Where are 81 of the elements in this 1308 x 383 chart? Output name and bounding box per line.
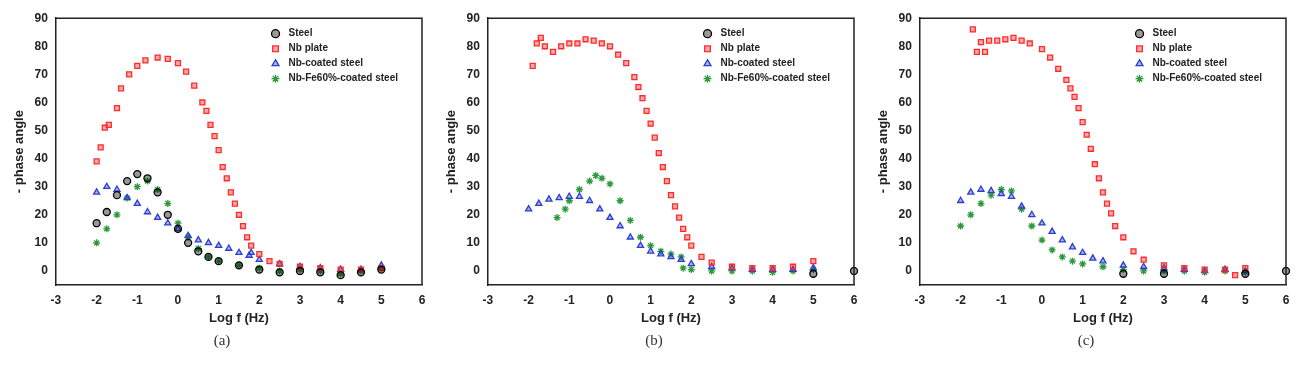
x-tick-label: 0 <box>174 292 182 307</box>
y-tick-label: 10 <box>898 235 913 250</box>
y-tick-label: 0 <box>905 263 913 278</box>
legend-label: Nb-coated steel <box>288 57 364 69</box>
y-tick-label: 30 <box>466 179 481 194</box>
x-tick-label: -2 <box>91 292 103 307</box>
y-tick-label: 10 <box>34 235 49 250</box>
legend-label: Nb-coated steel <box>720 57 796 69</box>
x-axis-title: Log f (Hz) <box>641 309 701 325</box>
legend-label: Nb plate <box>288 42 329 54</box>
y-tick-label: 40 <box>898 150 913 165</box>
y-tick-label: 60 <box>898 94 913 109</box>
y-tick-label: 0 <box>41 263 49 278</box>
x-tick-label: 1 <box>1079 292 1087 307</box>
x-tick-label: 3 <box>728 292 736 307</box>
y-tick-label: 50 <box>34 122 49 137</box>
x-tick-label: 3 <box>296 292 304 307</box>
y-tick-label: 10 <box>466 235 481 250</box>
x-tick-label: 4 <box>337 292 345 307</box>
legend-label: Nb-Fe60%-coated steel <box>288 72 399 84</box>
x-tick-label: -2 <box>955 292 967 307</box>
legend-label: Nb plate <box>1152 42 1193 54</box>
legend-label: Steel <box>720 27 745 39</box>
x-tick-label: 2 <box>255 292 263 307</box>
x-tick-label: 5 <box>377 292 385 307</box>
x-tick-label: 6 <box>418 292 426 307</box>
x-tick-label: 4 <box>769 292 777 307</box>
y-tick-label: 80 <box>34 38 49 53</box>
y-tick-label: 90 <box>34 10 49 25</box>
x-tick-label: 5 <box>809 292 817 307</box>
legend-label: Nb-Fe60%-coated steel <box>1152 72 1263 84</box>
y-tick-label: 80 <box>898 38 913 53</box>
x-tick-label: -1 <box>131 292 143 307</box>
legend-label: Steel <box>1152 27 1177 39</box>
x-tick-label: 6 <box>1282 292 1290 307</box>
y-tick-label: 70 <box>898 66 913 81</box>
y-tick-label: 40 <box>466 150 481 165</box>
x-tick-label: 1 <box>215 292 223 307</box>
y-tick-label: 70 <box>466 66 481 81</box>
x-tick-label: -3 <box>482 292 494 307</box>
x-axis-title: Log f (Hz) <box>1073 309 1133 325</box>
y-axis-title: - phase angle <box>443 110 459 194</box>
y-tick-label: 20 <box>34 207 49 222</box>
x-tick-label: -3 <box>50 292 62 307</box>
x-tick-label: -1 <box>995 292 1007 307</box>
x-tick-label: 5 <box>1241 292 1249 307</box>
legend-label: Nb-coated steel <box>1152 57 1228 69</box>
text: (a) <box>213 332 231 349</box>
y-tick-label: 20 <box>466 207 481 222</box>
y-tick-label: 90 <box>466 10 481 25</box>
x-tick-label: 4 <box>1201 292 1209 307</box>
legend-label: Nb plate <box>720 42 761 54</box>
y-tick-label: 30 <box>34 179 49 194</box>
y-axis-title: - phase angle <box>875 110 891 194</box>
legend-label: Steel <box>288 27 313 39</box>
x-tick-label: -2 <box>523 292 535 307</box>
x-tick-label: 1 <box>647 292 655 307</box>
x-tick-label: 2 <box>1119 292 1127 307</box>
x-tick-label: 3 <box>1160 292 1168 307</box>
x-tick-label: 0 <box>1038 292 1046 307</box>
y-tick-label: 90 <box>898 10 913 25</box>
y-tick-label: 0 <box>473 263 481 278</box>
y-tick-label: 60 <box>34 94 49 109</box>
x-tick-label: 0 <box>606 292 614 307</box>
x-tick-label: 6 <box>850 292 858 307</box>
x-tick-label: 2 <box>687 292 695 307</box>
y-tick-label: 50 <box>898 122 913 137</box>
y-tick-label: 20 <box>898 207 913 222</box>
y-axis-title: - phase angle <box>11 110 27 194</box>
y-tick-label: 70 <box>34 66 49 81</box>
y-tick-label: 80 <box>466 38 481 53</box>
legend-label: Nb-Fe60%-coated steel <box>720 72 831 84</box>
y-tick-label: 30 <box>898 179 913 194</box>
text: (c) <box>1077 332 1095 349</box>
y-tick-label: 40 <box>34 150 49 165</box>
x-axis-title: Log f (Hz) <box>209 309 269 325</box>
x-tick-label: -1 <box>563 292 575 307</box>
x-tick-label: -3 <box>914 292 926 307</box>
y-tick-label: 60 <box>466 94 481 109</box>
text: (b) <box>645 332 663 349</box>
y-tick-label: 50 <box>466 122 481 137</box>
